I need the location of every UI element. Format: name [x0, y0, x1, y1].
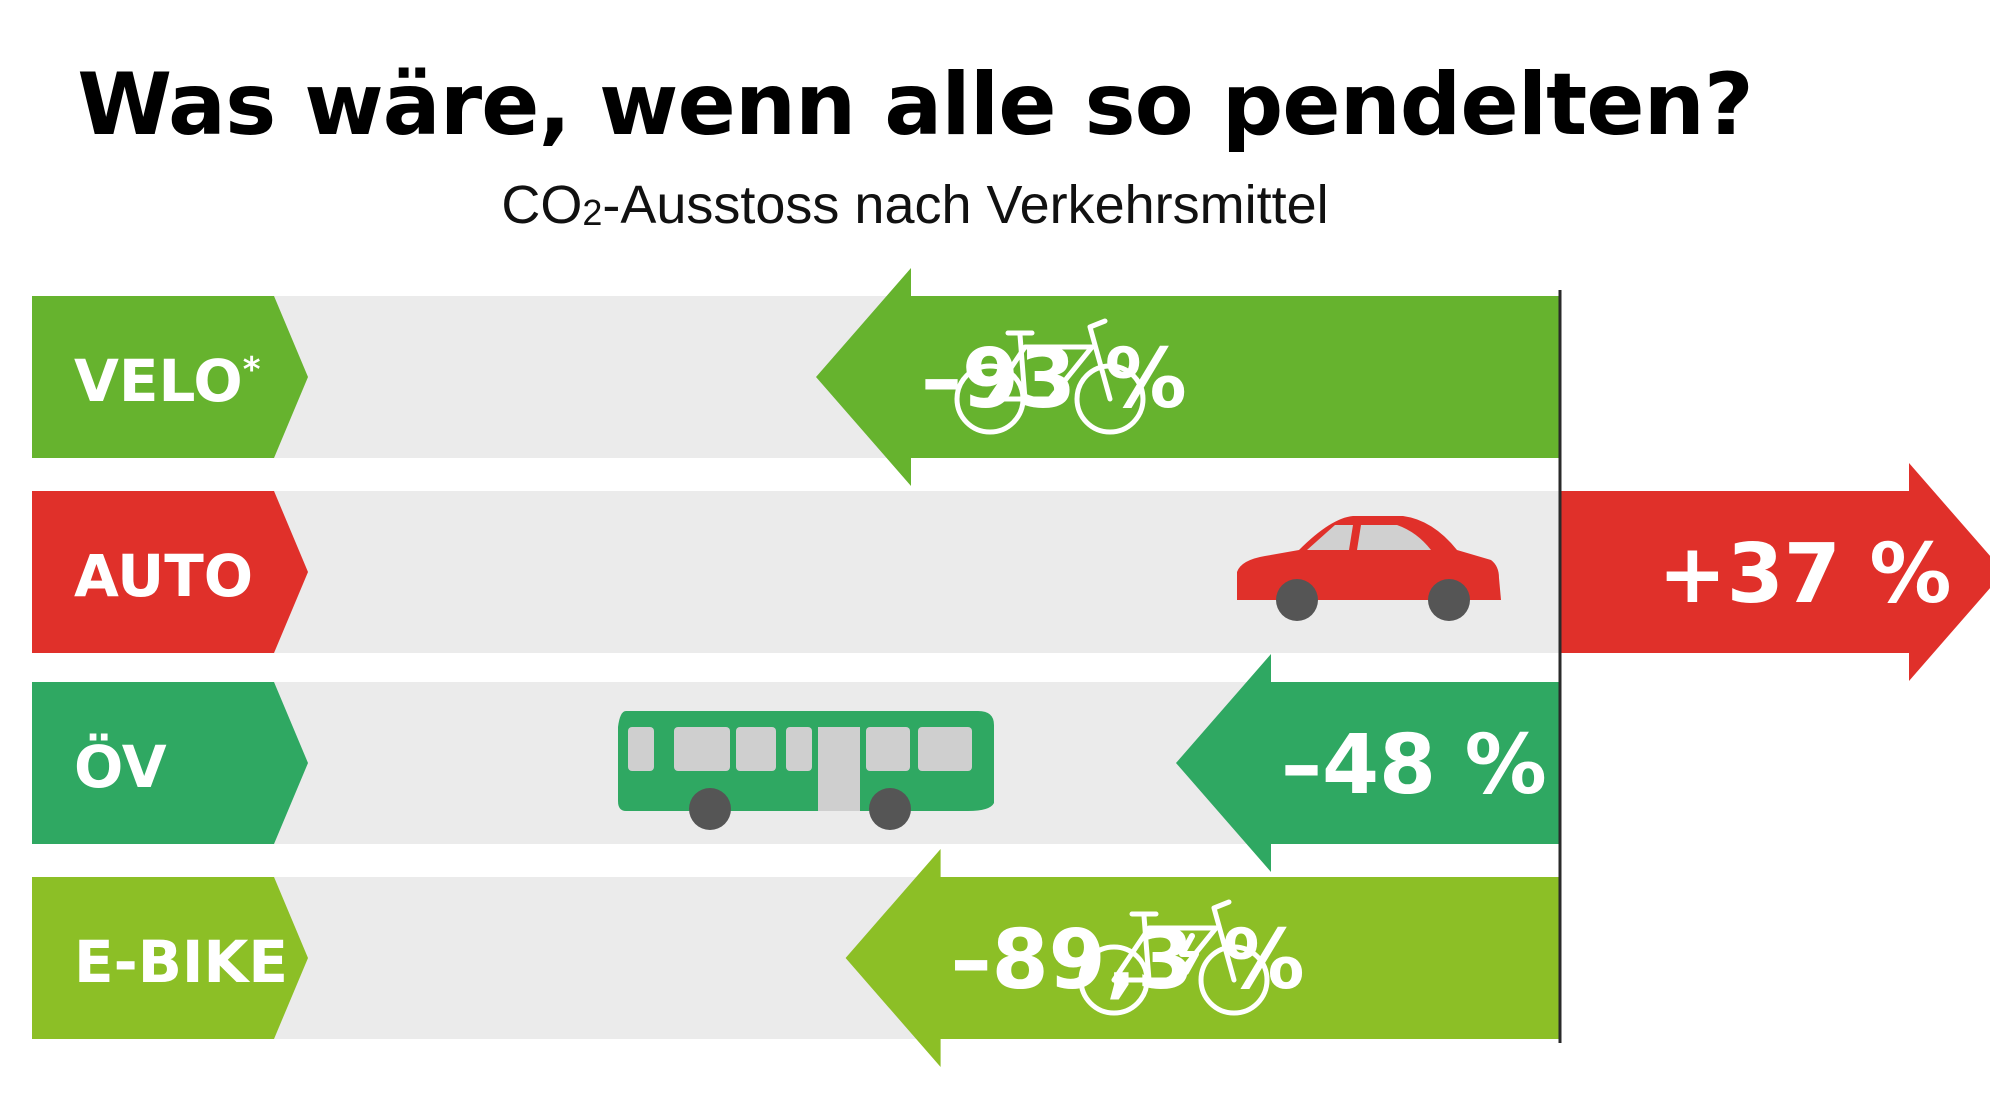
car-icon: [1237, 516, 1501, 621]
wheel-front: [1198, 944, 1270, 1016]
bus-door: [818, 727, 860, 811]
subtitle-rest: -Ausstoss nach Verkehrsmittel: [602, 175, 1329, 235]
value-arrow: [1176, 654, 1560, 872]
value-label: –48 %: [1281, 718, 1547, 813]
lightning-bolt: [1179, 933, 1199, 975]
category-label: VELO*: [74, 347, 261, 415]
category-label: E-BIKE: [74, 928, 288, 996]
fork: [1087, 318, 1113, 402]
bus-window: [628, 727, 654, 771]
row-velo: VELO* –93 %: [32, 268, 1560, 486]
car-body: [1237, 516, 1501, 600]
bus-window: [786, 727, 812, 771]
category-tab: [32, 682, 308, 844]
row-e-bike: E-BIKE –89,3 %: [32, 849, 1560, 1067]
footnote-marker: *: [243, 350, 261, 390]
window-front: [1357, 525, 1431, 550]
bus-window: [674, 727, 730, 771]
category-tab: [32, 491, 308, 653]
value-arrow: [845, 849, 1560, 1067]
e-bike-icon: [1078, 899, 1270, 1016]
wheel-rear: [689, 788, 731, 830]
bicycle-icon: [954, 318, 1146, 435]
chart-subtitle: CO2-Ausstoss nach Verkehrsmittel: [0, 178, 1830, 232]
wheel-front: [869, 788, 911, 830]
category-tab: [32, 296, 308, 458]
row-auto: AUTO +37 %: [32, 463, 1990, 681]
wheel-front: [1074, 363, 1146, 435]
subtitle-subscript: 2: [582, 192, 603, 233]
frame: [1111, 925, 1219, 983]
wheel-rear: [1276, 579, 1318, 621]
chart-title: Was wäre, wenn alle so pendelten?: [77, 55, 1753, 155]
value-label: +37 %: [1658, 527, 1952, 622]
seat-tube: [1017, 332, 1028, 402]
bus-icon: [618, 711, 994, 830]
fork: [1211, 899, 1237, 983]
value-arrow: [1560, 463, 1990, 681]
category-label: AUTO: [74, 542, 253, 610]
subtitle-co: CO: [501, 175, 583, 235]
frame: [987, 344, 1095, 402]
wheel-front: [1428, 579, 1470, 621]
row-oev: ÖV –48 %: [32, 654, 1560, 872]
window-rear: [1307, 525, 1353, 550]
bus-window: [918, 727, 972, 771]
bus-window: [866, 727, 910, 771]
category-label: ÖV: [74, 732, 167, 801]
category-tab: [32, 877, 308, 1039]
bus-window: [736, 727, 776, 771]
seat-tube: [1141, 913, 1152, 983]
